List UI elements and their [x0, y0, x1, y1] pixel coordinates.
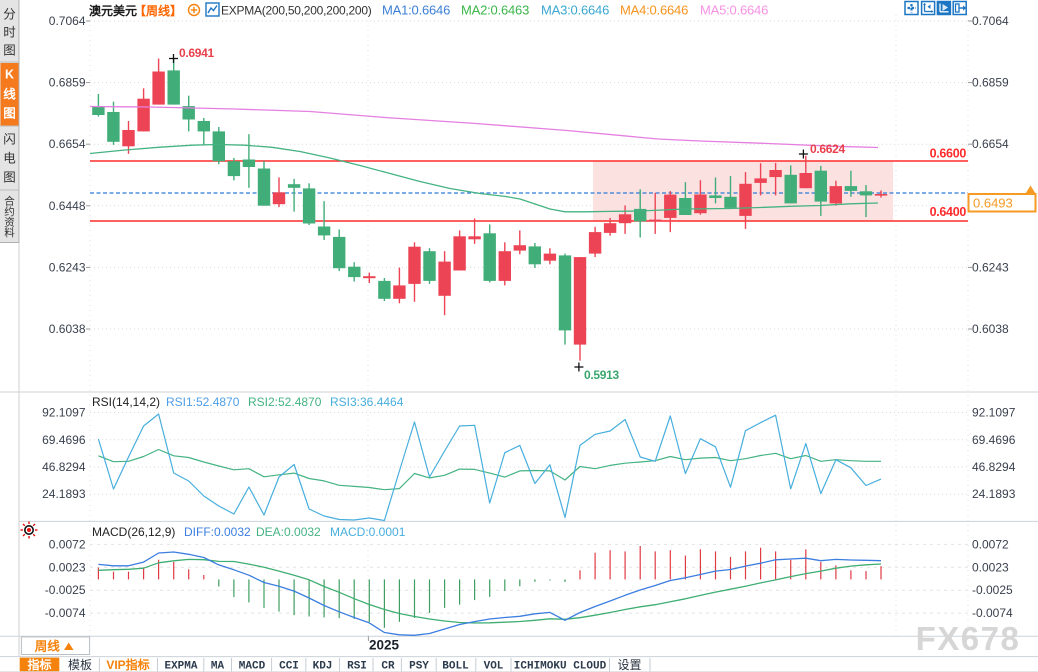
svg-text:24.1893: 24.1893 — [42, 487, 86, 501]
svg-text:0.6859: 0.6859 — [49, 76, 86, 90]
svg-text:EXPMA: EXPMA — [164, 661, 197, 672]
svg-text:0.5913: 0.5913 — [584, 368, 620, 382]
svg-text:MA1:0.6646: MA1:0.6646 — [382, 3, 450, 18]
svg-text:MA5:0.6646: MA5:0.6646 — [700, 3, 768, 18]
svg-text:MACD:0.0001: MACD:0.0001 — [330, 525, 406, 539]
svg-text:92.1097: 92.1097 — [972, 406, 1016, 420]
svg-text:0.0072: 0.0072 — [49, 537, 86, 551]
svg-text:CCI: CCI — [279, 661, 299, 672]
svg-text:VOL: VOL — [484, 661, 504, 672]
svg-text:RSI3:36.4464: RSI3:36.4464 — [330, 395, 404, 409]
svg-text:VIP指标: VIP指标 — [106, 657, 149, 672]
svg-text:图: 图 — [3, 107, 16, 121]
svg-text:0.6859: 0.6859 — [972, 76, 1009, 90]
svg-text:0.6038: 0.6038 — [972, 322, 1009, 336]
svg-text:EXPMA(200,50,200,200,200): EXPMA(200,50,200,200,200) — [221, 4, 372, 18]
svg-text:-0.0074: -0.0074 — [45, 606, 86, 620]
svg-text:0.0023: 0.0023 — [49, 560, 86, 574]
svg-text:电: 电 — [3, 152, 16, 166]
svg-text:46.8294: 46.8294 — [42, 460, 86, 474]
svg-text:图: 图 — [3, 44, 16, 58]
svg-text:FX678: FX678 — [916, 620, 1021, 657]
svg-text:MA2:0.6463: MA2:0.6463 — [461, 3, 529, 18]
svg-text:资: 资 — [4, 217, 15, 229]
svg-text:线: 线 — [3, 87, 16, 102]
svg-text:PSY: PSY — [409, 661, 429, 672]
svg-text:MA: MA — [211, 661, 225, 672]
svg-text:MA3:0.6646: MA3:0.6646 — [541, 3, 609, 18]
svg-text:RSI2:52.4870: RSI2:52.4870 — [248, 395, 322, 409]
svg-text:46.8294: 46.8294 — [972, 460, 1016, 474]
svg-text:0.6243: 0.6243 — [49, 260, 86, 274]
svg-text:合: 合 — [4, 195, 15, 208]
svg-text:0.7064: 0.7064 — [49, 14, 86, 28]
svg-text:0.6400: 0.6400 — [930, 205, 967, 219]
svg-text:0.0023: 0.0023 — [972, 560, 1009, 574]
svg-text:0.6624: 0.6624 — [810, 142, 846, 156]
svg-text:0.0072: 0.0072 — [972, 537, 1009, 551]
svg-text:BOLL: BOLL — [442, 661, 469, 672]
svg-text:周线: 周线 — [35, 639, 61, 654]
svg-text:【周线】: 【周线】 — [134, 3, 182, 18]
svg-text:24.1893: 24.1893 — [972, 487, 1016, 501]
svg-text:料: 料 — [4, 226, 15, 239]
svg-text:-0.0025: -0.0025 — [972, 583, 1013, 597]
svg-text:0.6654: 0.6654 — [972, 137, 1009, 151]
svg-text:MACD(26,12,9): MACD(26,12,9) — [92, 525, 175, 539]
svg-text:K: K — [5, 68, 14, 82]
svg-text:模板: 模板 — [68, 658, 92, 672]
svg-text:2025: 2025 — [369, 638, 400, 653]
svg-text:0.7064: 0.7064 — [972, 14, 1009, 28]
svg-text:时: 时 — [3, 26, 16, 40]
svg-text:RSI(14,14,2): RSI(14,14,2) — [92, 395, 160, 409]
svg-text:0.6654: 0.6654 — [49, 137, 86, 151]
svg-text:CR: CR — [381, 661, 395, 672]
svg-text:92.1097: 92.1097 — [42, 406, 86, 420]
svg-text:69.4696: 69.4696 — [972, 433, 1016, 447]
svg-text:ICHIMOKU CLOUD: ICHIMOKU CLOUD — [514, 661, 607, 672]
svg-text:MACD: MACD — [239, 661, 266, 672]
svg-text:设置: 设置 — [617, 658, 641, 672]
svg-text:DIFF:0.0032: DIFF:0.0032 — [184, 525, 251, 539]
svg-text:0.6448: 0.6448 — [49, 199, 86, 213]
svg-text:0.6941: 0.6941 — [179, 46, 215, 60]
svg-text:69.4696: 69.4696 — [42, 433, 86, 447]
svg-text:0.6038: 0.6038 — [49, 322, 86, 336]
svg-text:0.6600: 0.6600 — [930, 147, 967, 161]
svg-text:指标: 指标 — [27, 657, 51, 672]
svg-text:-0.0074: -0.0074 — [972, 606, 1013, 620]
svg-text:闪: 闪 — [3, 133, 16, 147]
svg-text:图: 图 — [3, 171, 16, 185]
svg-text:KDJ: KDJ — [313, 661, 333, 672]
svg-text:分: 分 — [3, 8, 16, 22]
svg-text:RSI1:52.4870: RSI1:52.4870 — [166, 395, 240, 409]
svg-text:RSI: RSI — [347, 661, 367, 672]
svg-text:约: 约 — [4, 205, 15, 218]
svg-text:MA4:0.6646: MA4:0.6646 — [620, 3, 688, 18]
svg-text:0.6493: 0.6493 — [973, 196, 1013, 211]
svg-text:DEA:0.0032: DEA:0.0032 — [256, 525, 321, 539]
svg-text:澳元美元: 澳元美元 — [89, 3, 137, 18]
svg-text:-0.0025: -0.0025 — [45, 583, 86, 597]
svg-text:0.6243: 0.6243 — [972, 260, 1009, 274]
